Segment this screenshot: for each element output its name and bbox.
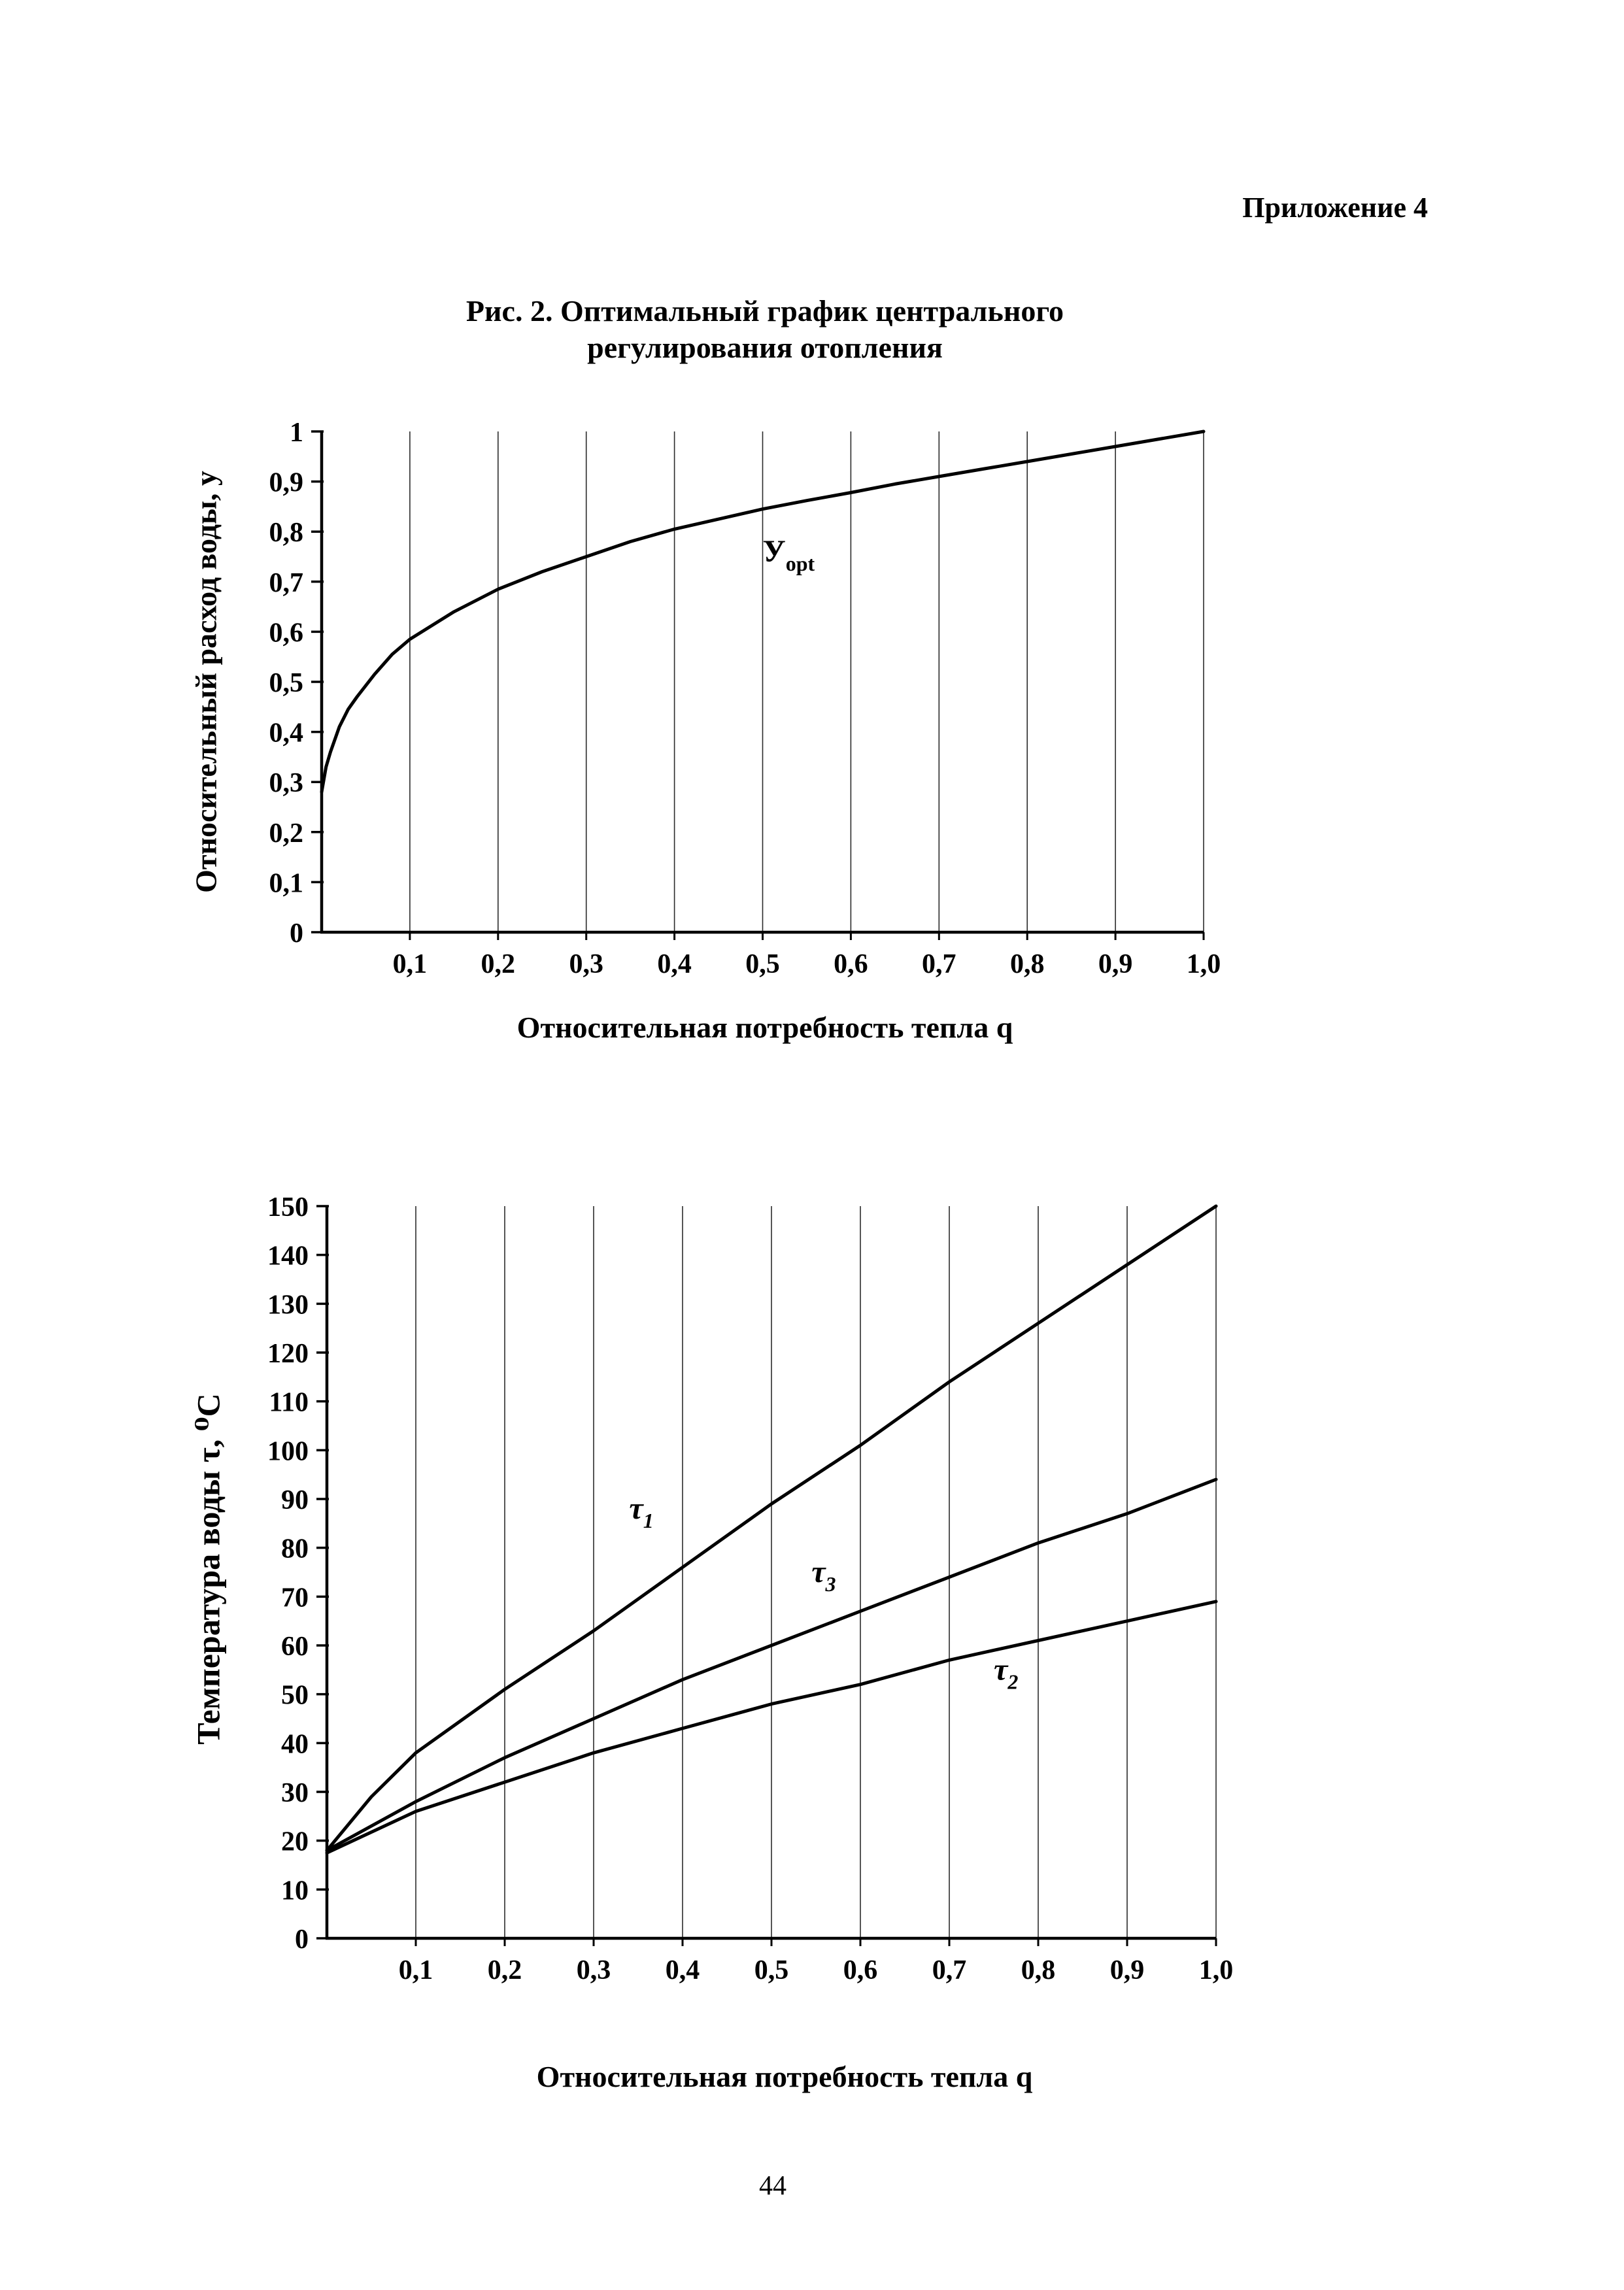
y-tick-label: 0 <box>290 918 303 949</box>
chart2-x-axis-title: Относительная потребность тепла q <box>536 2060 1033 2093</box>
y-tick-label: 140 <box>267 1241 309 1271</box>
appendix-header: Приложение 4 <box>1242 192 1428 224</box>
series-label-tau3: τ3 <box>811 1555 836 1596</box>
x-tick-label: 0,1 <box>399 1955 433 1985</box>
y-tick-label: 30 <box>281 1778 309 1808</box>
x-tick-label: 0,3 <box>577 1955 611 1985</box>
y-tick-label: 80 <box>281 1534 309 1564</box>
y-tick-label: 20 <box>281 1827 309 1857</box>
y-tick-label: 10 <box>281 1876 309 1906</box>
x-tick-label: 0,3 <box>569 949 603 979</box>
y-tick-label: 0 <box>295 1925 309 1955</box>
y-tick-label: 60 <box>281 1632 309 1662</box>
x-tick-label: 0,8 <box>1021 1955 1056 1985</box>
x-tick-label: 0,9 <box>1110 1955 1145 1985</box>
y-tick-label: 130 <box>267 1290 309 1320</box>
y-tick-label: 0,3 <box>269 768 304 798</box>
y-tick-label: 0,4 <box>269 718 304 749</box>
figure-title-line1: Рис. 2. Оптимальный график центрального <box>465 294 1064 328</box>
y-tick-label: 0,6 <box>269 618 304 648</box>
y-tick-label: 40 <box>281 1729 309 1759</box>
y-tick-label: 150 <box>267 1192 309 1222</box>
x-tick-label: 0,6 <box>834 949 868 979</box>
series-curve-y-opt <box>320 429 1206 794</box>
x-tick-label: 0,2 <box>481 949 516 979</box>
series-label-tau2: τ2 <box>994 1652 1018 1693</box>
x-tick-label: 0,4 <box>657 949 692 979</box>
y-tick-label: 0,1 <box>269 868 304 898</box>
x-tick-label: 0,4 <box>666 1955 700 1985</box>
x-tick-label: 0,5 <box>745 949 780 979</box>
x-tick-label: 0,6 <box>843 1955 878 1985</box>
y-tick-label: 90 <box>281 1485 309 1515</box>
page-number: 44 <box>759 2171 787 2201</box>
series-curve-tau1 <box>325 1204 1218 1853</box>
series-label-tau1: τ1 <box>629 1491 653 1532</box>
chart-svg-1: 0,1 0,2 0,3 0,4 0,5 0,6 0,7 0,8 0,9 1,0 0 10 20 30 40 5… <box>267 1192 1234 1985</box>
x-tick-label: 0,7 <box>932 1955 967 1985</box>
y-tick-label: 1 <box>290 418 303 448</box>
x-tick-label: 0,8 <box>1010 949 1045 979</box>
y-tick-label: 100 <box>267 1436 309 1466</box>
y-tick-label: 0,9 <box>269 468 304 498</box>
y-tick-label: 0,5 <box>269 668 304 698</box>
chart2-y-axis-title: Температура воды τ, ⁰С <box>190 1393 227 1745</box>
chart-svg-0: 0,1 0,2 0,3 0,4 0,5 0,6 0,7 0,8 0,9 1,0 0 0,1 0,2 0,3… <box>269 418 1221 979</box>
series-curve-tau2 <box>325 1600 1218 1855</box>
x-tick-label: 0,5 <box>754 1955 789 1985</box>
x-tick-label: 1,0 <box>1187 949 1221 979</box>
x-tick-label: 0,1 <box>393 949 428 979</box>
y-tick-label: 110 <box>269 1388 309 1418</box>
x-tick-label: 0,7 <box>922 949 956 979</box>
y-tick-label: 0,8 <box>269 518 304 548</box>
series-curve-tau3 <box>325 1477 1218 1853</box>
series-label-y-opt: Уopt <box>763 534 815 575</box>
chart1-y-axis-title: Относительный расход воды, у <box>189 471 223 893</box>
chart1-x-axis-title: Относительная потребность тепла q <box>516 1011 1013 1044</box>
figure-title: Рис. 2. Оптимальный график центрального … <box>196 293 1334 366</box>
y-tick-label: 0,2 <box>269 818 304 849</box>
figure-title-line2: регулирования отопления <box>587 331 943 365</box>
x-tick-label: 0,2 <box>488 1955 522 1985</box>
x-tick-label: 1,0 <box>1199 1955 1234 1985</box>
y-tick-label: 0,7 <box>269 568 304 598</box>
y-tick-label: 70 <box>281 1583 309 1613</box>
y-tick-label: 50 <box>281 1681 309 1711</box>
y-tick-label: 120 <box>267 1339 309 1369</box>
x-tick-label: 0,9 <box>1098 949 1133 979</box>
